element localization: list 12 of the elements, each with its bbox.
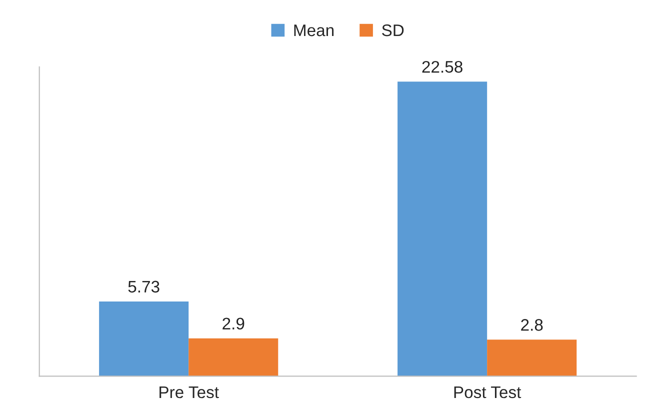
bar xyxy=(487,340,577,376)
data-label: 22.58 xyxy=(422,60,462,73)
legend-label: Mean xyxy=(294,24,334,36)
x-tick-label: Post Test xyxy=(454,386,522,398)
bar xyxy=(99,301,189,376)
x-tick-label: Pre Test xyxy=(160,386,219,398)
bar xyxy=(398,82,488,376)
data-label: 2.9 xyxy=(222,318,244,330)
data-label: 5.73 xyxy=(128,280,160,293)
legend-label: SD xyxy=(382,24,404,36)
bar xyxy=(188,338,278,376)
data-label: 2.8 xyxy=(521,319,543,331)
